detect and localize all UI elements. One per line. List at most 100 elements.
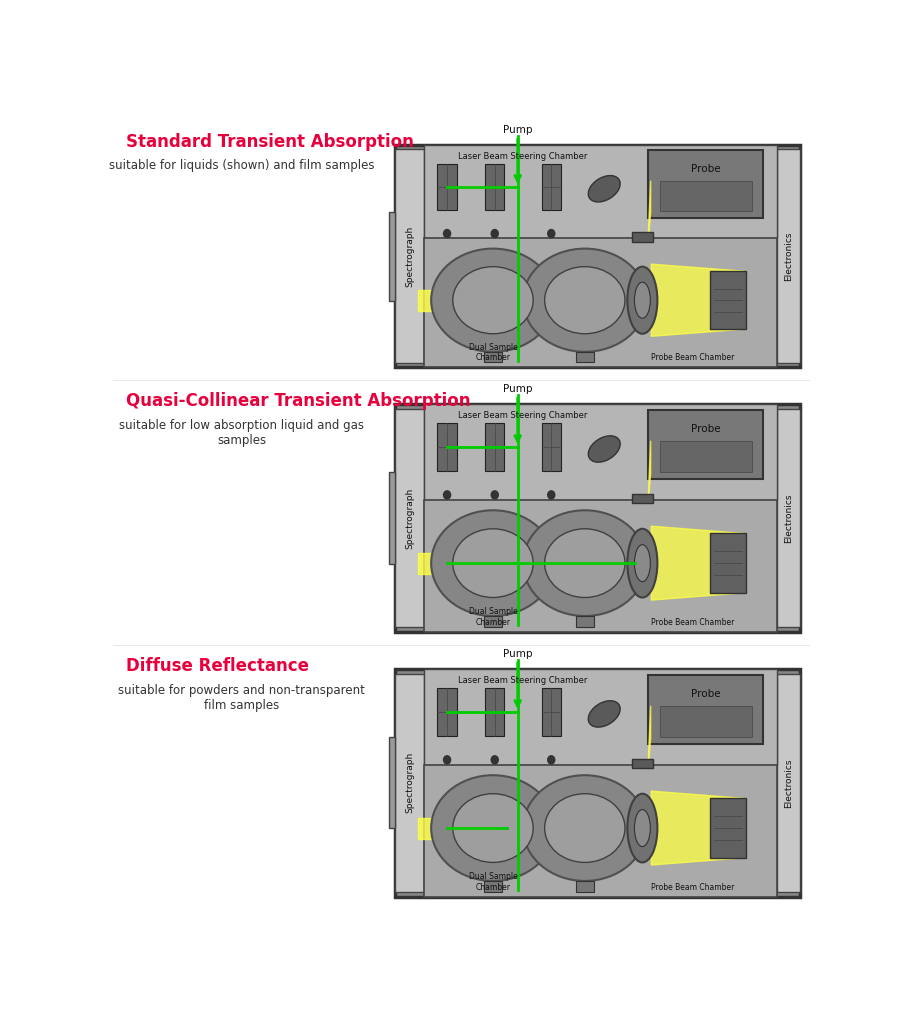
Ellipse shape: [544, 794, 625, 862]
Bar: [395, 669, 799, 897]
Ellipse shape: [523, 775, 646, 881]
Bar: [485, 164, 505, 210]
Ellipse shape: [453, 528, 533, 597]
Text: Dual Sample
Chamber: Dual Sample Chamber: [469, 872, 518, 892]
Bar: [778, 150, 799, 362]
Bar: [389, 212, 395, 301]
Bar: [710, 271, 745, 330]
Bar: [648, 151, 763, 218]
Ellipse shape: [453, 794, 533, 862]
Polygon shape: [648, 180, 651, 240]
Bar: [485, 688, 505, 736]
Text: Laser Beam Steering Chamber: Laser Beam Steering Chamber: [458, 676, 588, 685]
Circle shape: [547, 755, 555, 765]
Ellipse shape: [627, 794, 657, 862]
Ellipse shape: [523, 249, 646, 352]
Polygon shape: [648, 440, 651, 501]
Text: Pump: Pump: [503, 125, 533, 135]
Circle shape: [547, 490, 555, 500]
Bar: [484, 352, 502, 362]
Ellipse shape: [627, 266, 657, 334]
Bar: [778, 409, 799, 628]
Ellipse shape: [544, 528, 625, 597]
Bar: [424, 669, 778, 765]
Bar: [389, 472, 395, 563]
Ellipse shape: [634, 283, 651, 318]
Circle shape: [443, 755, 451, 765]
Text: Pump: Pump: [503, 648, 533, 658]
Text: Dual Sample
Chamber: Dual Sample Chamber: [469, 607, 518, 627]
Text: Dual Sample
Chamber: Dual Sample Chamber: [469, 343, 518, 362]
Bar: [710, 534, 745, 593]
Circle shape: [491, 490, 499, 500]
Bar: [632, 232, 653, 242]
Text: Spectrograph: Spectrograph: [405, 753, 414, 813]
Circle shape: [491, 755, 499, 765]
Text: Probe Beam Chamber: Probe Beam Chamber: [651, 883, 734, 892]
Text: suitable for powders and non-transparent
film samples: suitable for powders and non-transparent…: [118, 684, 365, 712]
Text: Spectrograph: Spectrograph: [405, 225, 414, 287]
Ellipse shape: [431, 249, 554, 352]
Bar: [542, 423, 561, 471]
Bar: [576, 352, 594, 362]
Bar: [660, 706, 751, 736]
Polygon shape: [652, 264, 743, 336]
Text: Probe Beam Chamber: Probe Beam Chamber: [651, 617, 734, 627]
Circle shape: [547, 228, 555, 239]
Text: Probe: Probe: [691, 424, 721, 434]
Bar: [424, 239, 778, 368]
Text: Electronics: Electronics: [784, 758, 793, 808]
Ellipse shape: [544, 266, 625, 334]
Text: Quasi-Collinear Transient Absorption: Quasi-Collinear Transient Absorption: [126, 392, 471, 410]
Bar: [389, 737, 395, 828]
Text: Electronics: Electronics: [784, 231, 793, 281]
Bar: [648, 410, 763, 478]
Bar: [632, 759, 653, 768]
Bar: [576, 616, 594, 627]
Text: Spectrograph: Spectrograph: [405, 487, 414, 549]
Text: Electronics: Electronics: [784, 494, 793, 543]
Text: Standard Transient Absorption: Standard Transient Absorption: [126, 133, 414, 152]
Polygon shape: [652, 792, 743, 865]
Ellipse shape: [589, 436, 620, 462]
Bar: [484, 616, 502, 627]
Polygon shape: [648, 706, 651, 766]
Circle shape: [443, 490, 451, 500]
Text: Laser Beam Steering Chamber: Laser Beam Steering Chamber: [458, 152, 588, 161]
Text: suitable for low absorption liquid and gas
samples: suitable for low absorption liquid and g…: [119, 419, 364, 446]
Ellipse shape: [589, 175, 620, 202]
Ellipse shape: [431, 510, 554, 616]
Bar: [437, 688, 457, 736]
Ellipse shape: [634, 545, 651, 582]
Bar: [485, 423, 505, 471]
Text: Laser Beam Steering Chamber: Laser Beam Steering Chamber: [458, 411, 588, 420]
Bar: [395, 404, 799, 632]
Circle shape: [491, 228, 499, 239]
Bar: [660, 440, 751, 472]
Text: suitable for liquids (shown) and film samples: suitable for liquids (shown) and film sa…: [109, 159, 374, 172]
Ellipse shape: [523, 510, 646, 616]
Polygon shape: [652, 526, 743, 600]
Text: Probe: Probe: [691, 689, 721, 699]
Bar: [424, 765, 778, 897]
Bar: [632, 494, 653, 503]
Text: Pump: Pump: [503, 384, 533, 394]
Bar: [660, 180, 751, 211]
Bar: [437, 423, 457, 471]
Text: Diffuse Reflectance: Diffuse Reflectance: [126, 657, 310, 675]
Bar: [484, 881, 502, 892]
Circle shape: [443, 228, 451, 239]
Bar: [542, 164, 561, 210]
Bar: [710, 799, 745, 858]
Bar: [395, 150, 424, 362]
Bar: [424, 144, 778, 239]
Text: Probe: Probe: [691, 164, 721, 174]
Bar: [542, 688, 561, 736]
Ellipse shape: [634, 810, 651, 847]
Ellipse shape: [627, 528, 657, 597]
Bar: [648, 675, 763, 743]
Bar: [395, 144, 799, 368]
Ellipse shape: [589, 700, 620, 727]
Bar: [395, 674, 424, 892]
Text: Probe Beam Chamber: Probe Beam Chamber: [651, 353, 734, 362]
